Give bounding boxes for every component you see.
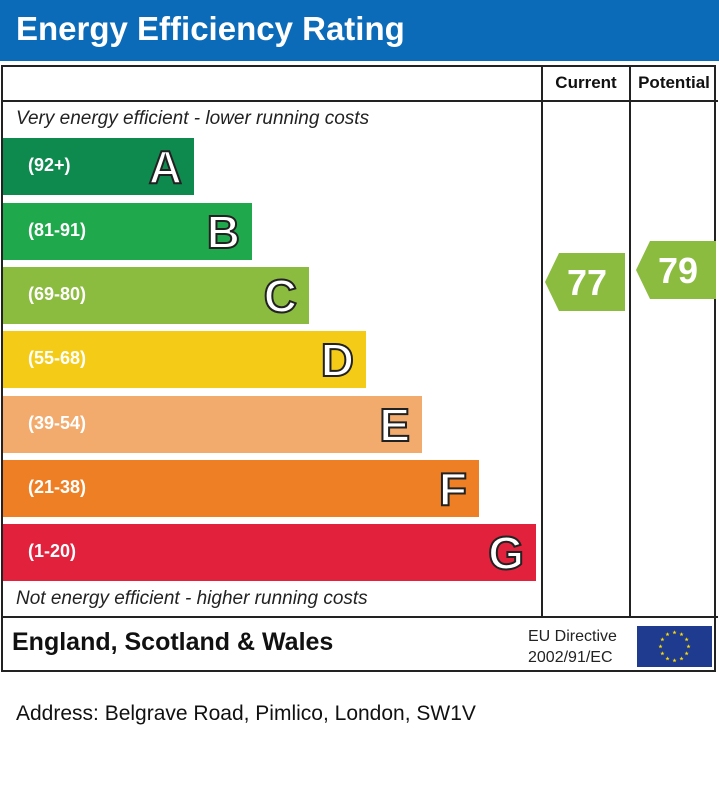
band-range-label: (1-20) bbox=[28, 541, 77, 561]
band-letter-label: B bbox=[206, 205, 241, 259]
band-letter-label: G bbox=[487, 526, 525, 580]
top-note: Very energy efficient - lower running co… bbox=[16, 108, 370, 129]
rating-frame bbox=[1, 65, 716, 672]
band-f: (21-38) F bbox=[3, 460, 479, 517]
eu-flag-icon bbox=[637, 626, 712, 667]
chart-title: Energy Efficiency Rating bbox=[16, 10, 405, 47]
potential-rating-value: 79 bbox=[658, 250, 698, 291]
eu-directive-line1: EU Directive bbox=[528, 628, 617, 645]
eu-star bbox=[672, 658, 677, 663]
potential-rating-arrow: 79 bbox=[636, 241, 716, 299]
band-range-label: (69-80) bbox=[28, 284, 87, 304]
band-range-label: (55-68) bbox=[28, 348, 87, 368]
eu-star bbox=[665, 632, 670, 637]
band-a: (92+) A bbox=[3, 138, 194, 195]
column-divider-potential bbox=[629, 65, 631, 618]
band-b: (81-91) B bbox=[3, 203, 252, 260]
eu-star bbox=[660, 637, 665, 642]
band-letter-label: D bbox=[320, 333, 355, 387]
eu-star bbox=[684, 637, 689, 642]
band-range-label: (21-38) bbox=[28, 477, 87, 497]
band-c: (69-80) C bbox=[3, 267, 309, 324]
region-label: England, Scotland & Wales bbox=[12, 628, 334, 656]
address-text: Address: Belgrave Road, Pimlico, London,… bbox=[16, 702, 476, 725]
band-range-label: (81-91) bbox=[28, 220, 87, 240]
band-letter-label: E bbox=[378, 398, 411, 452]
potential-column-header: Potential bbox=[638, 73, 710, 92]
eu-star bbox=[658, 644, 663, 649]
eu-star bbox=[679, 632, 684, 637]
footer-divider bbox=[1, 616, 718, 618]
header-bar: Energy Efficiency Rating bbox=[0, 0, 719, 61]
bottom-note: Not energy efficient - higher running co… bbox=[16, 588, 368, 609]
current-rating-value: 77 bbox=[567, 262, 607, 303]
current-arrow-shape bbox=[545, 253, 625, 311]
band-letter-label: C bbox=[263, 269, 298, 323]
current-rating-arrow: 77 bbox=[545, 253, 625, 311]
eu-directive: EU Directive 2002/91/EC bbox=[528, 626, 617, 668]
eu-directive-line2: 2002/91/EC bbox=[528, 649, 613, 666]
band-range-label: (92+) bbox=[28, 155, 71, 175]
eu-star bbox=[684, 651, 689, 656]
band-g: (1-20) G bbox=[3, 524, 536, 581]
header-divider bbox=[1, 100, 718, 102]
eu-star bbox=[686, 644, 691, 649]
current-column-header: Current bbox=[555, 73, 617, 92]
band-letter-label: A bbox=[148, 140, 183, 194]
band-e: (39-54) E bbox=[3, 396, 422, 453]
column-divider-current bbox=[541, 65, 543, 618]
band-d: (55-68) D bbox=[3, 331, 366, 388]
band-letter-label: F bbox=[438, 462, 468, 516]
potential-arrow-shape bbox=[636, 241, 716, 299]
eu-star bbox=[672, 630, 677, 635]
eu-star bbox=[679, 656, 684, 661]
eu-star bbox=[660, 651, 665, 656]
band-range-label: (39-54) bbox=[28, 413, 87, 433]
eu-star bbox=[665, 656, 670, 661]
